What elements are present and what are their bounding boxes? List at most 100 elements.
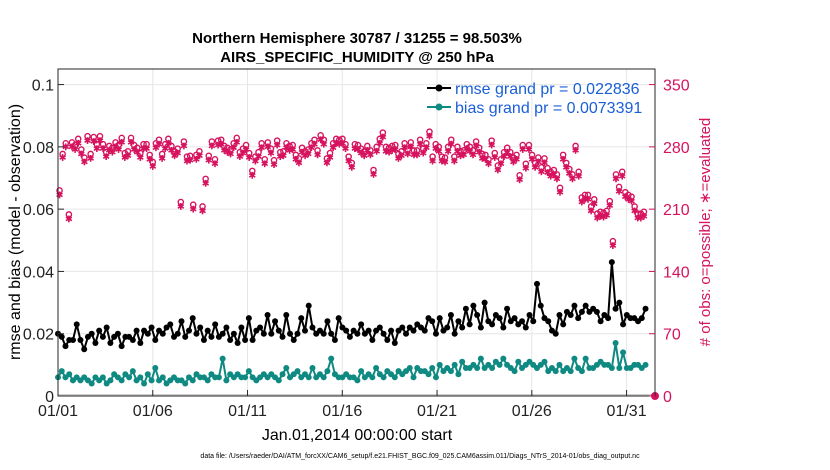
y-axis-right-label: # of obs: o=possible; ∗=evaluated (697, 118, 714, 347)
rmse-point (227, 336, 234, 343)
obs-evaluated-point (137, 154, 144, 161)
plot-frame (57, 68, 656, 397)
bias-point (242, 374, 249, 381)
obs-evaluated-point (65, 215, 73, 223)
rmse-point (560, 321, 567, 328)
bias-point (126, 374, 133, 381)
bias-point (137, 374, 144, 381)
bias-point (58, 368, 65, 375)
rmse-point (530, 318, 537, 325)
bias-point (432, 374, 439, 381)
obs-evaluated-point (345, 157, 353, 165)
obs-evaluated-point (267, 149, 275, 157)
obs-evaluated-point (469, 151, 477, 159)
rmse-point (96, 327, 103, 334)
obs-evaluated-point (202, 179, 210, 187)
rmse-point (230, 330, 237, 337)
obs-evaluated-point (379, 133, 387, 141)
rmse-point (638, 315, 645, 322)
obs-evaluated-point (503, 148, 511, 156)
rmse-point (410, 327, 417, 334)
obs-evaluated-point (559, 155, 567, 163)
rmse-point (612, 305, 619, 312)
bias-point (447, 368, 454, 375)
obs-evaluated-point (242, 146, 250, 153)
obs-evaluated-point (423, 144, 430, 152)
obs-evaluated-point (429, 157, 436, 165)
obs-evaluated-point (404, 150, 412, 158)
rmse-point (346, 333, 353, 340)
obs-evaluated-point (233, 139, 241, 146)
y-right-tick-label: 280 (663, 140, 690, 157)
chart-title-line2: AIRS_SPECIFIC_HUMIDITY @ 250 hPa (220, 49, 494, 66)
obs-evaluated-point (155, 140, 163, 148)
rmse-point (301, 327, 308, 334)
bias-point (283, 364, 290, 371)
bias-point (511, 368, 518, 375)
obs-evaluated-point (227, 150, 234, 158)
obs-evaluated-point (569, 175, 576, 183)
obs-evaluated-point (211, 160, 219, 168)
obs-evaluated-point (77, 150, 85, 158)
obs-evaluated-point (575, 172, 583, 180)
obs-evaluated-point (59, 154, 67, 161)
rmse-point (69, 336, 76, 343)
rmse-point (597, 318, 604, 325)
rmse-point (620, 321, 627, 328)
obs-evaluated-point (230, 144, 237, 152)
rmse-point (616, 299, 623, 306)
obs-evaluated-point (186, 156, 194, 164)
rmse-point (324, 318, 331, 325)
obs-evaluated-point (329, 144, 337, 152)
obs-evaluated-point (261, 160, 269, 168)
obs-evaluated-point (606, 202, 614, 209)
rmse-point (260, 330, 267, 337)
data-file-footnote: data file: /Users/raeder/DAI/ATM_forcXX/… (200, 453, 640, 460)
obs-evaluated-point (196, 152, 203, 160)
rmse-point (219, 330, 226, 337)
rmse-point (73, 321, 80, 328)
obs-evaluated-point (416, 140, 424, 148)
rmse-point (552, 330, 559, 337)
rmse-point (466, 321, 473, 328)
bias-point (489, 364, 496, 371)
rmse-point (534, 280, 541, 287)
bias-point (612, 340, 619, 347)
rmse-point (489, 321, 496, 328)
obs-evaluated-point (460, 151, 468, 159)
rmse-point (294, 330, 301, 337)
obs-evaluated-point (245, 154, 253, 161)
obs-evaluated-point (174, 149, 182, 157)
rmse-point (287, 330, 294, 337)
bias-point (99, 374, 106, 381)
obs-evaluated-point (491, 154, 499, 161)
legend-rmse-label: rmse grand pr = 0.022836 (455, 81, 640, 98)
obs-evaluated-point (295, 159, 303, 167)
obs-evaluated-point (603, 211, 611, 219)
obs-evaluated-point (525, 146, 533, 153)
obs-evaluated-point (553, 175, 561, 183)
rmse-point (451, 330, 458, 337)
bias-point (373, 364, 380, 371)
rmse-point (526, 312, 533, 319)
bias-point (88, 380, 95, 387)
rmse-point (474, 312, 481, 319)
rmse-point (114, 330, 121, 337)
rmse-point (365, 327, 372, 334)
obs-evaluated-point (444, 147, 452, 155)
rmse-point (556, 312, 563, 319)
rmse-point (429, 318, 436, 325)
obs-evaluated-point (99, 145, 107, 153)
rmse-point (320, 330, 327, 337)
y-left-tick-label: 0.1 (32, 78, 54, 95)
bias-point (279, 371, 286, 378)
y-left-tick-label: 0 (45, 389, 54, 406)
obs-evaluated-point (109, 148, 116, 156)
rmse-point (223, 324, 230, 331)
obs-evaluated-point (342, 145, 349, 153)
x-tick-label: 01/31 (607, 403, 647, 420)
obs-evaluated-point (615, 187, 623, 195)
obs-evaluated-point (566, 170, 573, 177)
rmse-point (144, 330, 151, 337)
obs-evaluated-point (482, 155, 489, 163)
